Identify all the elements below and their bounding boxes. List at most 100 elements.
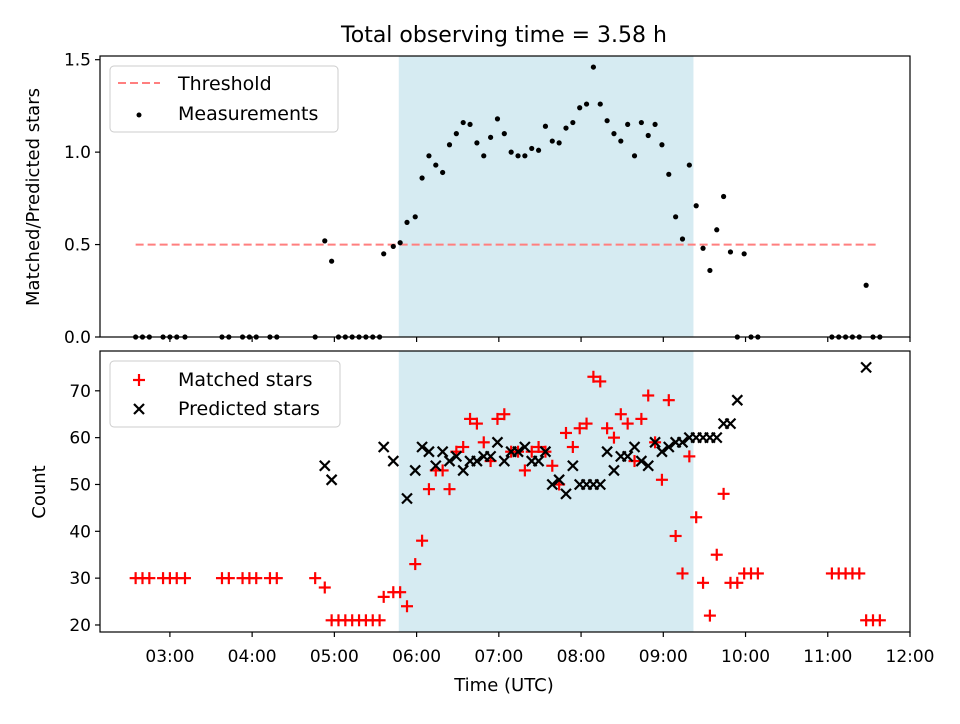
top-panel: 0.0 0.5 1.0 1.5 Matched/Predicted stars Thr… [23, 51, 911, 348]
predicted-star-point [423, 445, 435, 458]
predicted-star-point [498, 455, 511, 467]
predicted-star-point [443, 455, 456, 467]
matched-star-point [250, 572, 263, 585]
measurement-point [556, 140, 562, 146]
predicted-star-point [567, 459, 579, 472]
matched-star-point [491, 412, 504, 425]
measurement-point [570, 119, 576, 126]
matched-star-point [222, 572, 235, 585]
x-tick-label: 04:00 [228, 647, 277, 667]
matched-star-point [373, 614, 386, 627]
matched-star-point [731, 576, 744, 589]
bottom-x-ticks: 03:00 04:00 05:00 06:00 07:00 08:00 09:00 10:00… [145, 632, 935, 667]
bottom-legend: Matched stars Predicted stars [109, 360, 341, 428]
matched-star-point [270, 572, 283, 585]
measurement-point [453, 131, 459, 137]
measurement-point [522, 153, 528, 159]
top-legend-box [109, 65, 339, 133]
measurement-point [322, 238, 328, 244]
legend-predicted-swatch [133, 403, 145, 415]
measurement-point [474, 140, 480, 146]
matched-star-point [635, 412, 648, 425]
x-tick-label: 12:00 [886, 647, 935, 667]
predicted-star-point [491, 436, 504, 449]
predicted-star-point [532, 455, 545, 467]
measurement-point [549, 138, 555, 144]
measurement-point [563, 125, 569, 131]
matched-star-point [703, 609, 716, 622]
measurement-point [535, 147, 542, 153]
matched-star-point [394, 586, 407, 599]
x-tick-label: 09:00 [639, 647, 688, 667]
matched-star-point [873, 614, 886, 627]
matched-star-point [601, 422, 614, 435]
measurement-point [501, 131, 507, 137]
measurement-point [721, 193, 727, 200]
matched-star-point [498, 408, 511, 421]
measurement-point [515, 153, 521, 159]
matched-star-point [525, 445, 538, 458]
measurement-point [329, 258, 335, 264]
measurement-point [652, 121, 658, 128]
top-x-ticks [169, 337, 911, 342]
matched-star-points [129, 370, 886, 627]
predicted-star-point [860, 361, 872, 374]
matched-star-point [443, 483, 456, 496]
matched-star-point [628, 455, 641, 468]
matched-star-point [669, 529, 682, 542]
bottom-y-ticks: 20 30 40 50 60 70 [69, 382, 100, 636]
top-observing-span [398, 56, 694, 337]
matched-star-point [566, 441, 579, 454]
measurement-point [645, 132, 651, 139]
y-tick-label: 60 [69, 429, 91, 449]
matched-star-point [587, 370, 600, 383]
matched-star-point [717, 487, 730, 500]
predicted-star-point [628, 441, 641, 453]
matched-star-point [614, 408, 627, 421]
measurement-point [467, 121, 473, 128]
matched-star-point [143, 572, 156, 585]
matched-star-point [655, 473, 668, 486]
matched-star-point [580, 417, 593, 430]
measurement-point [673, 214, 679, 220]
bottom-axes-frame [99, 350, 911, 633]
measurement-point [714, 227, 720, 233]
predicted-star-point [621, 450, 634, 463]
matched-star-point [318, 581, 331, 594]
figure-title: Total observing time = 3.58 h [340, 23, 667, 48]
matched-star-point [853, 567, 866, 580]
y-tick-label: 50 [69, 475, 91, 495]
predicted-star-point [539, 445, 552, 458]
predicted-star-point [553, 474, 565, 486]
predicted-star-point [409, 464, 422, 477]
measurement-point [577, 105, 583, 111]
matched-star-point [559, 426, 572, 439]
measurement-point [625, 121, 631, 128]
measurement-point [727, 249, 734, 255]
x-axis-label: Time (UTC) [453, 675, 554, 696]
predicted-star-point [601, 445, 613, 458]
top-legend: Threshold Measurements [109, 65, 339, 133]
y-tick-label: 1.5 [64, 51, 91, 71]
matched-star-point [710, 548, 723, 561]
bottom-legend-box [109, 360, 341, 428]
measurement-point [426, 153, 432, 159]
predicted-star-point [519, 441, 531, 453]
matched-star-point [594, 375, 607, 388]
measurement-point [666, 171, 672, 177]
measurement-point [412, 214, 418, 220]
legend-predicted-label: Predicted stars [178, 398, 320, 420]
measurement-point [488, 134, 494, 140]
predicted-star-point [635, 455, 648, 467]
matched-star-point [470, 417, 483, 430]
measurement-point [590, 64, 597, 70]
predicted-star-point [436, 445, 449, 458]
predicted-star-point [656, 445, 668, 458]
measurement-point [693, 203, 699, 209]
predicted-star-point [416, 441, 428, 453]
y-tick-label: 30 [69, 569, 91, 589]
matched-star-point [309, 572, 322, 585]
measurement-point [446, 142, 453, 148]
legend-measurements-swatch [136, 112, 142, 118]
